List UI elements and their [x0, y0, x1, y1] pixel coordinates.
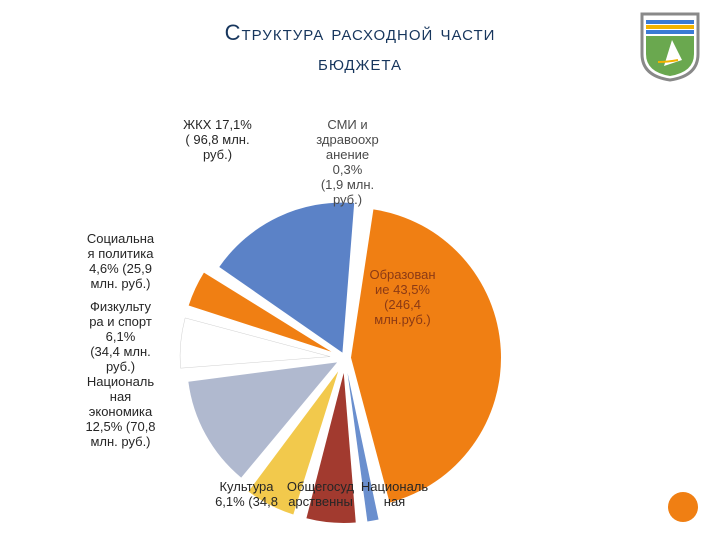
pie-label-housing: ЖКХ 17,1%( 96,8 млн.руб.) — [170, 118, 265, 163]
pie-slice-education — [351, 210, 501, 503]
pie-label-sport: Физкультура и спорт6,1%(34,4 млн.руб.) — [73, 300, 168, 375]
pie-label-social: Социальная политика4,6% (25,9млн. руб.) — [73, 232, 168, 292]
pie-label-media_health: СМИ издравоохранение0,3%(1,9 млн.руб.) — [300, 118, 395, 208]
pie-label-education: Образование 43,5%(246,4млн.руб.) — [355, 268, 450, 328]
pie-label-nat_economy: Национальнаяэкономика12,5% (70,8млн. руб… — [73, 375, 168, 450]
slide-accent-dot-icon — [668, 492, 698, 522]
pie-label-culture: Культура6,1% (34,8 — [199, 480, 294, 510]
